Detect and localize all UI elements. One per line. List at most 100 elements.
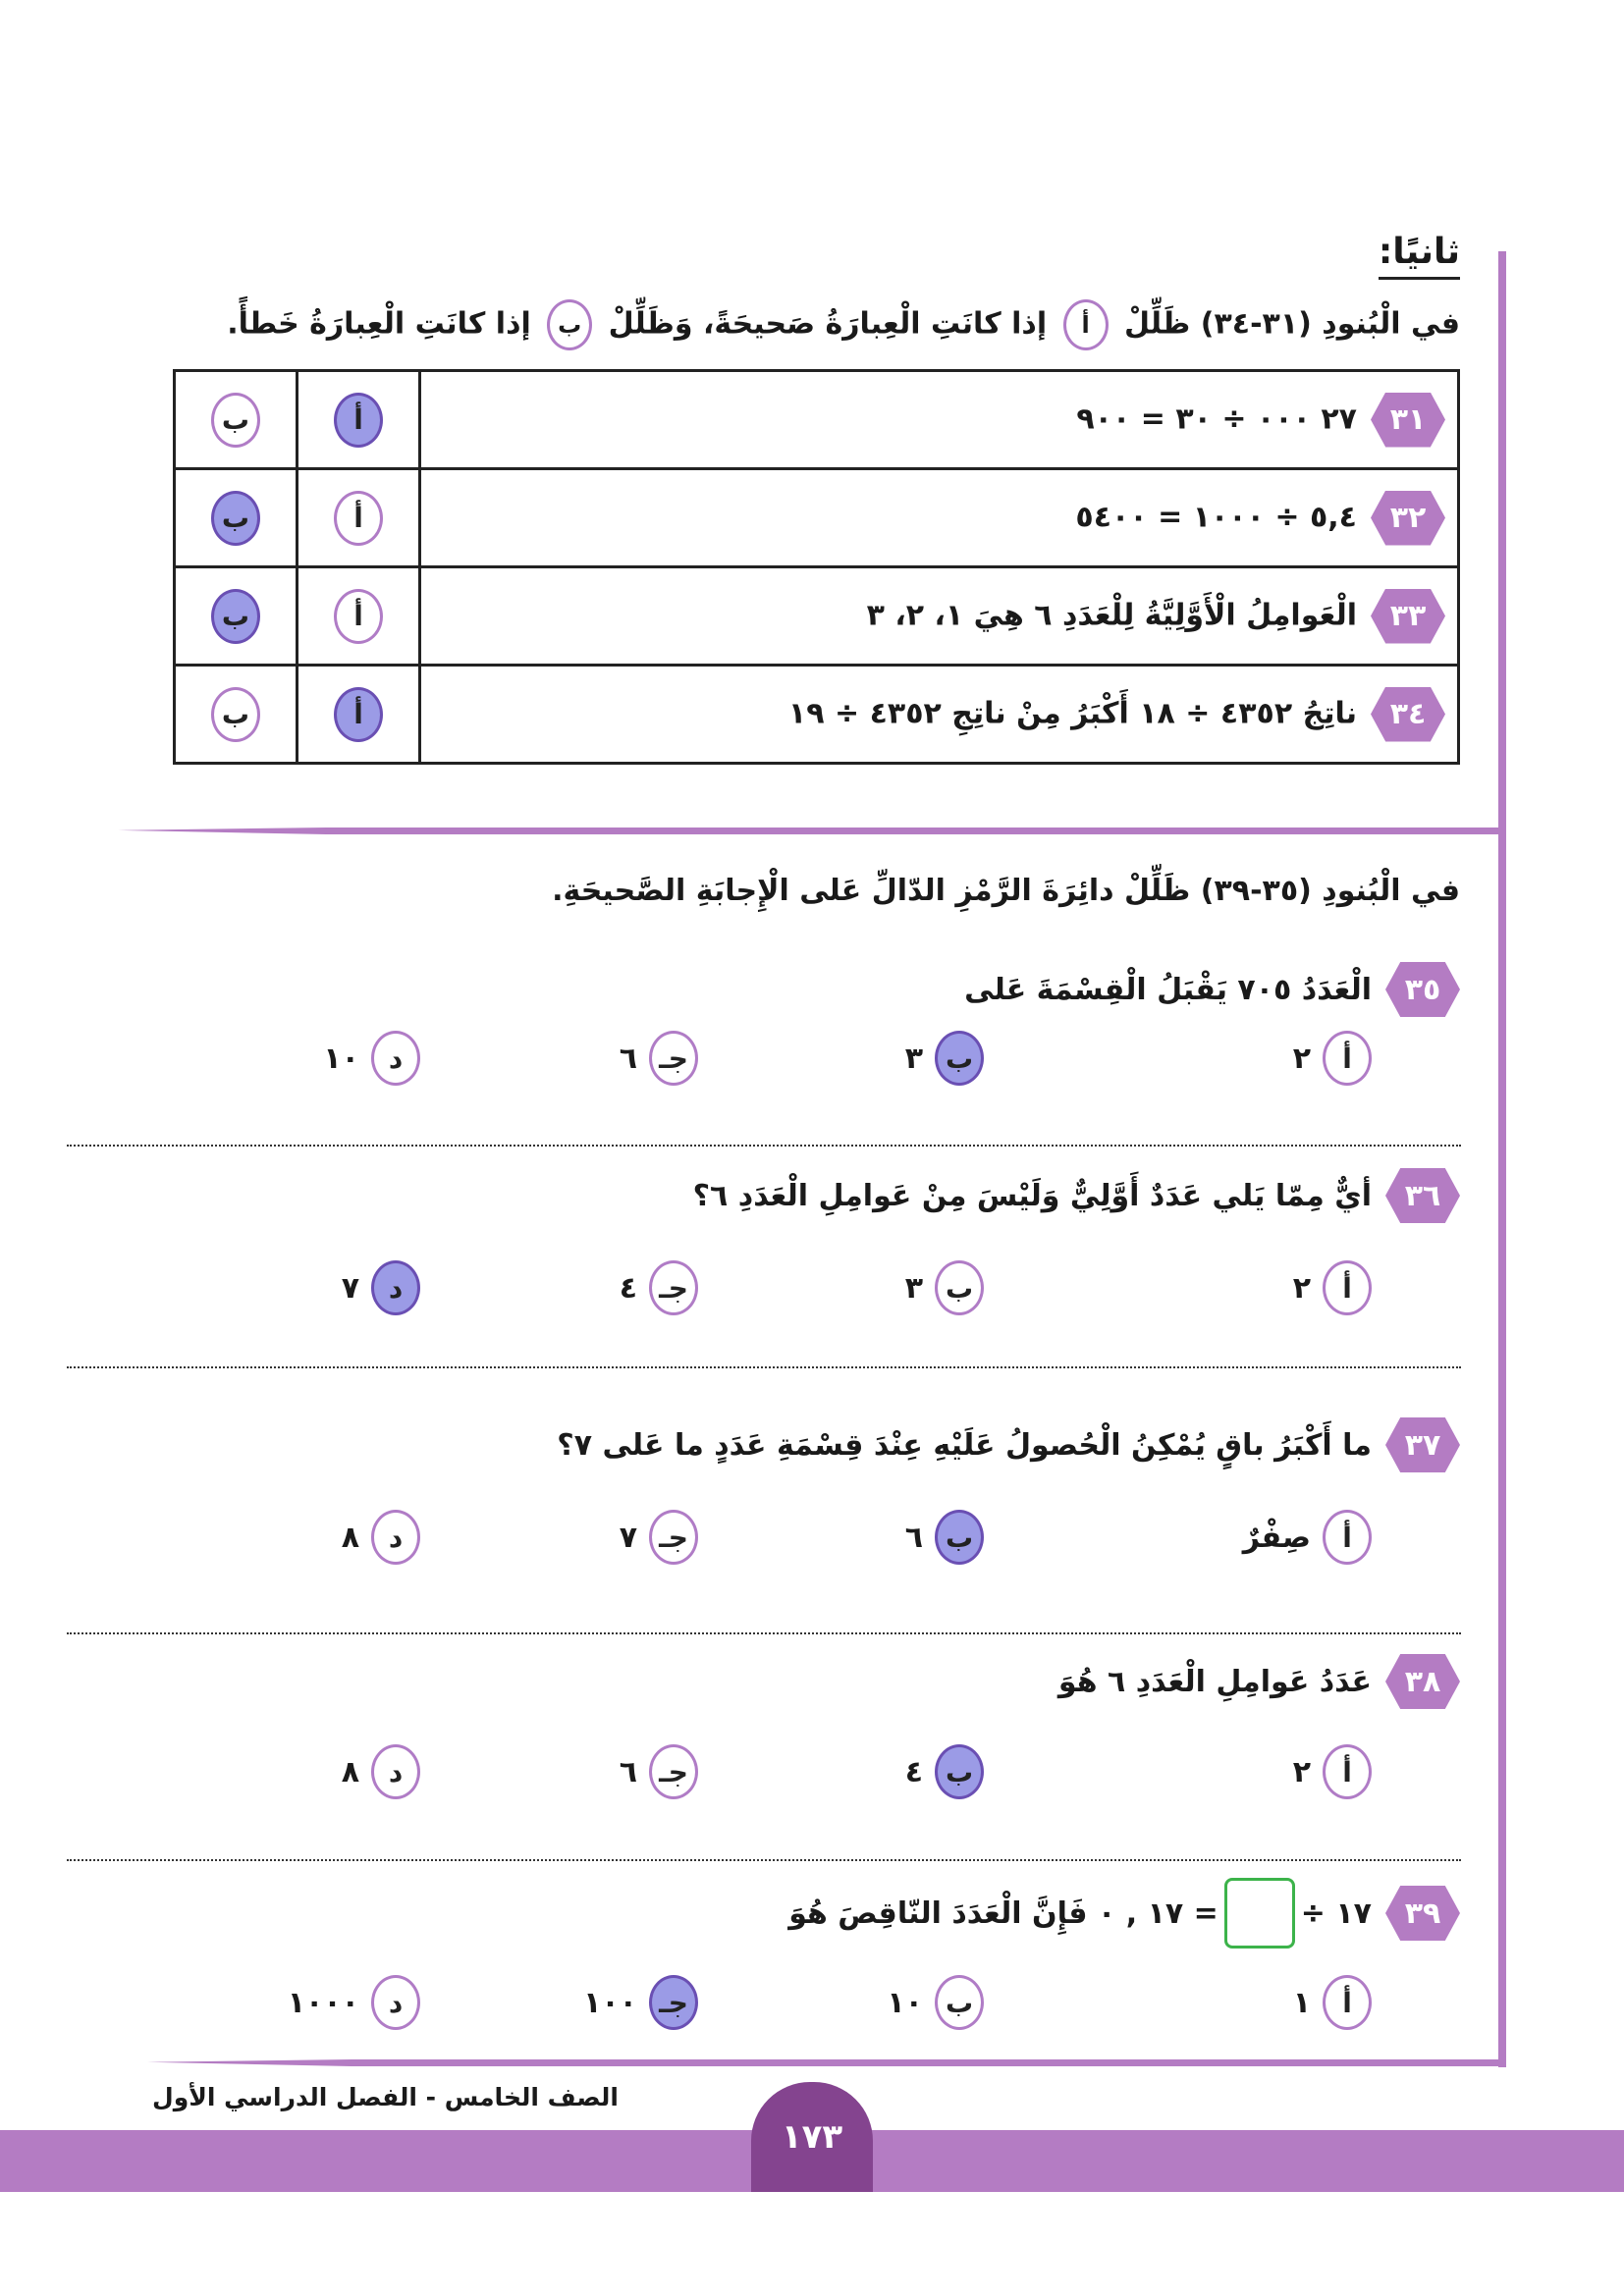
answer-bubble[interactable]: جـ [649,1744,698,1799]
answer-bubble[interactable]: ب [935,1260,984,1315]
true-false-table: ب أ ٣١ ٢٧ ٠٠٠ ÷ ٣٠ = ٩٠٠ ب أ ٣٢ ٥,٤ ÷ ١٠٠٠ = ٥٤… [173,369,1460,765]
answer-bubble[interactable]: د [371,1031,420,1086]
option-value: صِفْرٌ [1242,1520,1311,1555]
option[interactable]: جـ ٧ [620,1510,698,1565]
option-value: ١٠ [887,1985,923,2020]
question-number: ٣٩ [1385,1886,1460,1941]
option-value: ٢ [1292,1270,1311,1306]
question-٣٧: ٣٧ ما أَكْبَرُ باقٍ يُمْكِنُ الْحُصولُ عَ… [557,1417,1460,1472]
bottom-divider [147,2059,1506,2066]
answer-bubble-true[interactable]: أ [334,490,383,546]
answer-bubble[interactable]: د [371,1510,420,1565]
option-value: ٨ [341,1520,359,1555]
table-row: ب أ ٣١ ٢٧ ٠٠٠ ÷ ٣٠ = ٩٠٠ [173,369,1460,470]
answer-bubble-false[interactable]: ب [211,392,260,448]
question-٣٨: ٣٨ عَدَدُ عَوامِلِ الْعَدَدِ ٦ هُوَ [1058,1654,1460,1709]
answer-bubble[interactable]: أ [1323,1975,1372,2030]
option-value: ١٠٠ [583,1985,637,2020]
option[interactable]: جـ ٦ [620,1031,698,1086]
answer-bubble[interactable]: د [371,1975,420,2030]
page-number: ١٧٣ [751,2082,873,2192]
question-٣٦: ٣٦ أيٌّ مِمّا يَلي عَدَدٌ أَوَّلِيٌّ وَلَ… [693,1168,1460,1223]
option-value: ٧ [341,1270,359,1306]
statement-text: ٥,٤ ÷ ١٠٠٠ = ٥٤٠٠ [1075,500,1357,534]
answer-bubble-false[interactable]: ب [211,490,260,546]
option-value: ١٠ [323,1041,359,1076]
question-٣٥: ٣٥ الْعَدَدُ ٧٠٥ يَقْبَلُ الْقِسْمَةَ عَل… [964,962,1460,1017]
statement-text: الْعَوامِلُ الْأَوَّلِيَّةُ لِلْعَدَدِ ٦… [866,598,1357,632]
answer-bubble[interactable]: ب [935,1744,984,1799]
right-border-bar [1498,251,1506,2067]
question-text: الْعَدَدُ ٧٠٥ يَقْبَلُ الْقِسْمَةَ عَلى [964,972,1372,1007]
answer-bubble-true[interactable]: أ [334,686,383,742]
answer-bubble[interactable]: أ [1323,1031,1372,1086]
answer-bubble[interactable]: جـ [649,1975,698,2030]
option-value: ٢ [1292,1041,1311,1076]
option-value: ٣ [904,1270,923,1306]
statement-cell: ٣٤ ناتِجُ ٤٣٥٢ ÷ ١٨ أَكْبَرُ مِنْ ناتِجِ … [418,664,1460,765]
answer-bubble[interactable]: د [371,1260,420,1315]
question-text: أيٌّ مِمّا يَلي عَدَدٌ أَوَّلِيٌّ وَلَيْ… [692,1178,1372,1213]
answer-bubble-false[interactable]: ب [211,588,260,644]
option-value: ٤ [904,1754,923,1789]
option[interactable]: أ صِفْرٌ [1243,1510,1372,1565]
statement-text: ناتِجُ ٤٣٥٢ ÷ ١٨ أَكْبَرُ مِنْ ناتِجِ ٤٣… [787,696,1357,730]
option[interactable]: جـ ١٠٠ [583,1975,698,2030]
question-text: ١٧ ÷ [1300,1896,1372,1931]
answer-bubble[interactable]: أ [1323,1510,1372,1565]
option[interactable]: د ١٠٠٠ [288,1975,420,2030]
answer-bubble-false[interactable]: ب [211,686,260,742]
option-value: ٣ [904,1041,923,1076]
option-value: ٨ [341,1754,359,1789]
table-row: ب أ ٣٤ ناتِجُ ٤٣٥٢ ÷ ١٨ أَكْبَرُ مِنْ ناتِج… [173,664,1460,765]
true-symbol: أ [1062,299,1109,350]
answer-bubble-true[interactable]: أ [334,588,383,644]
dotted-separator [67,1145,1461,1147]
question-number: ٣٥ [1385,962,1460,1017]
option-value: ١ [1292,1985,1311,2020]
answer-bubble[interactable]: أ [1323,1744,1372,1799]
option-cell: أ [296,467,421,568]
answer-bubble[interactable]: جـ [649,1510,698,1565]
option-cell: ب [173,369,298,470]
option-cell: ب [173,565,298,667]
part1-instruction: في الْبُنودِ (٣١-٣٤) ظَلِّلْ أ إذا كانَت… [227,299,1460,350]
option-cell: أ [296,369,421,470]
question-number: ٣٨ [1385,1654,1460,1709]
instruction-text: إذا كانَتِ الْعِبارَةُ خَطأً. [227,306,531,342]
part2-instruction: في الْبُنودِ (٣٥-٣٩) ظَلِّلْ دائِرَةَ ال… [552,874,1460,908]
answer-bubble[interactable]: أ [1323,1260,1372,1315]
answer-bubble-true[interactable]: أ [334,392,383,448]
option-cell: أ [296,664,421,765]
answer-bubble[interactable]: ب [935,1510,984,1565]
item-number: ٣٣ [1371,588,1445,644]
answer-bubble[interactable]: ب [935,1975,984,2030]
option[interactable]: جـ ٦ [620,1744,698,1799]
option[interactable]: جـ ٤ [620,1260,698,1315]
answer-bubble[interactable]: د [371,1744,420,1799]
option[interactable]: ب ١٠ [887,1975,984,2030]
option[interactable]: د ١٠ [323,1031,420,1086]
answer-bubble[interactable]: ب [935,1031,984,1086]
missing-number-box [1223,1878,1295,1949]
question-text: ما أَكْبَرُ باقٍ يُمْكِنُ الْحُصولُ عَلَ… [557,1427,1372,1463]
false-symbol: ب [547,299,593,350]
option-cell: أ [296,565,421,667]
option-value: ٦ [619,1754,637,1789]
answer-bubble[interactable]: جـ [649,1031,698,1086]
answer-bubble[interactable]: جـ [649,1260,698,1315]
option-cell: ب [173,467,298,568]
section-divider [118,828,1506,834]
dotted-separator [67,1366,1461,1368]
